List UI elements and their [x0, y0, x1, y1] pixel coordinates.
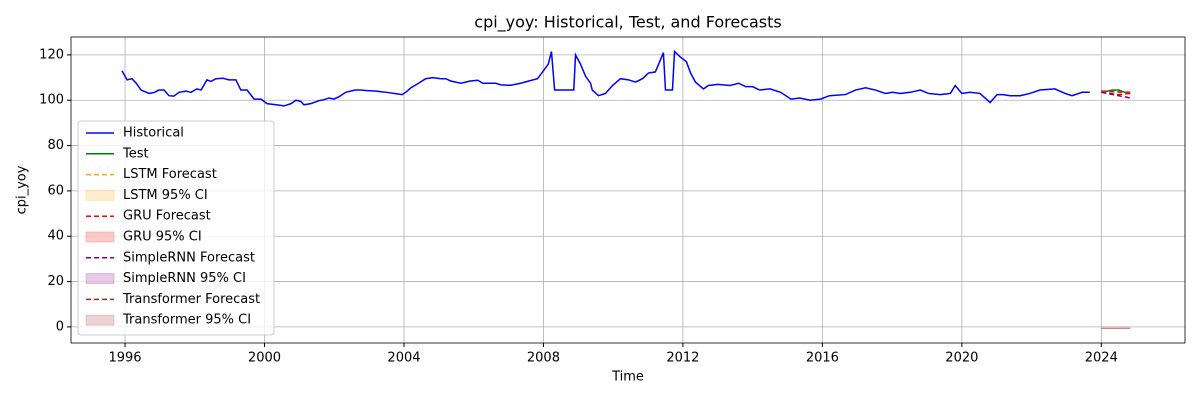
legend-label: Transformer 95% CI: [122, 313, 251, 328]
legend-swatch: [85, 314, 115, 326]
legend-swatch: [85, 231, 115, 243]
x-axis-label: Time: [611, 370, 644, 385]
y-tick-label: 0: [56, 319, 64, 334]
ci-band: [1101, 327, 1131, 329]
legend-label: GRU 95% CI: [123, 230, 202, 245]
y-tick-label: 120: [39, 47, 64, 62]
y-tick-label: 100: [39, 93, 64, 108]
legend-box: [77, 120, 275, 336]
x-tick-label: 2024: [1085, 351, 1118, 366]
plot-frame: [70, 36, 1186, 344]
legend-label: LSTM 95% CI: [123, 188, 208, 203]
ci-band: [1101, 327, 1131, 329]
y-tick-label: 60: [47, 183, 64, 198]
y-tick-label: 80: [47, 138, 64, 153]
legend-label: Test: [122, 146, 149, 161]
x-tick-label: 2020: [945, 351, 978, 366]
ci-band: [1101, 327, 1131, 329]
x-tick-label: 2000: [248, 351, 281, 366]
chart-title: cpi_yoy: Historical, Test, and Forecasts: [474, 13, 781, 33]
x-tick-label: 2012: [666, 351, 699, 366]
legend-label: SimpleRNN Forecast: [123, 250, 255, 265]
legend-swatch: [85, 189, 115, 201]
x-tick-label: 1996: [108, 351, 141, 366]
y-axis-label: cpi_yoy: [15, 165, 30, 214]
series-line: [1101, 90, 1131, 94]
x-tick-label: 2004: [387, 351, 420, 366]
series-line: [121, 49, 1090, 107]
series-line: [1101, 91, 1131, 99]
x-tick-label: 2016: [806, 351, 839, 366]
legend-label: SimpleRNN 95% CI: [123, 271, 246, 286]
ci-band: [1101, 327, 1131, 329]
legend-label: Transformer Forecast: [122, 292, 260, 307]
y-tick-label: 20: [47, 274, 64, 289]
x-tick-label: 2008: [527, 351, 560, 366]
legend-label: Historical: [123, 126, 184, 141]
legend-label: LSTM Forecast: [123, 167, 217, 182]
legend-swatch: [85, 273, 115, 285]
y-tick-label: 40: [47, 229, 64, 244]
legend-label: GRU Forecast: [123, 209, 211, 224]
